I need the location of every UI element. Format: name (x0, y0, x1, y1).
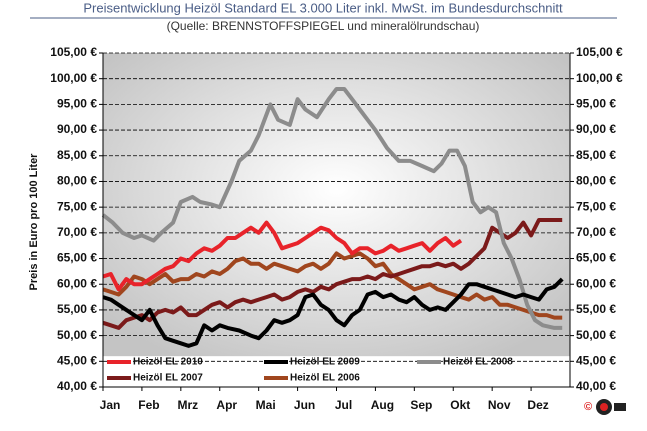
x-tick-label: Jan (100, 398, 121, 412)
legend-label: Heizöl EL 2009 (290, 357, 360, 368)
y2-tick-label: 75,00 € (576, 199, 616, 213)
series-line (101, 87, 563, 330)
x-tick-label: Aug (371, 398, 394, 412)
logo-mark (600, 403, 608, 411)
legend-label: Heizöl EL 2008 (443, 357, 513, 368)
y2-tick-label: 95,00 € (576, 97, 616, 111)
y-tick-label: 50,00 € (57, 328, 97, 342)
x-tick-label: Mrz (177, 398, 198, 412)
y-tick-label: 60,00 € (57, 276, 97, 290)
series-line (102, 220, 463, 292)
legend-label: Heizöl EL 2007 (133, 373, 203, 384)
y2-tick-label: 80,00 € (576, 174, 616, 188)
x-tick-label: Jul (335, 398, 352, 412)
y2-tick-label: 85,00 € (576, 148, 616, 162)
y-tick-label: 90,00 € (57, 122, 97, 136)
y2-tick-label: 50,00 € (576, 328, 616, 342)
y-tick-label: 75,00 € (57, 199, 97, 213)
y-tick-label: 55,00 € (57, 302, 97, 316)
logo: © (584, 399, 626, 415)
series-line (102, 218, 563, 330)
series-line (102, 251, 563, 320)
y-tick-label: 105,00 € (50, 45, 97, 59)
chart-subtitle: (Quelle: BRENNSTOFFSPIEGEL und mineralöl… (167, 19, 480, 33)
y2-tick-label: 55,00 € (576, 302, 616, 316)
y-tick-label: 80,00 € (57, 174, 97, 188)
y2-tick-label: 40,00 € (576, 379, 616, 393)
y-tick-label: 40,00 € (57, 379, 97, 393)
x-tick-label: Jun (294, 398, 315, 412)
y-tick-label: 95,00 € (57, 97, 97, 111)
y2-tick-label: 65,00 € (576, 251, 616, 265)
y-tick-label: 45,00 € (57, 353, 97, 367)
legend-label: Heizöl EL 2010 (133, 357, 203, 368)
y2-tick-label: 105,00 € (576, 45, 623, 59)
chart-title: Preisentwicklung Heizöl Standard EL 3.00… (83, 0, 563, 15)
y-tick-label: 70,00 € (57, 225, 97, 239)
legend-label: Heizöl EL 2006 (290, 373, 360, 384)
logo-mark (614, 403, 626, 411)
y2-tick-label: 100,00 € (576, 71, 623, 85)
y2-tick-label: 90,00 € (576, 122, 616, 136)
x-tick-label: Mai (256, 398, 276, 412)
x-tick-label: Feb (138, 398, 159, 412)
series-line (102, 277, 564, 348)
y-tick-label: 65,00 € (57, 251, 97, 265)
y-tick-label: 85,00 € (57, 148, 97, 162)
y2-tick-label: 60,00 € (576, 276, 616, 290)
plot-area: 40,00 € 40,00 € 45,00 € 45,00 € 50,00 € 50,00… (50, 45, 623, 412)
x-tick-label: Nov (488, 398, 511, 412)
y2-tick-label: 70,00 € (576, 225, 616, 239)
x-tick-label: Apr (216, 398, 237, 412)
y-tick-label: 100,00 € (50, 71, 97, 85)
y2-tick-label: 45,00 € (576, 353, 616, 367)
x-tick-label: Dez (527, 398, 548, 412)
x-tick-label: Okt (450, 398, 470, 412)
y-axis-label: Preis in Euro pro 100 Liter (28, 153, 40, 291)
x-tick-label: Sep (410, 398, 432, 412)
logo-text: © (584, 401, 592, 413)
